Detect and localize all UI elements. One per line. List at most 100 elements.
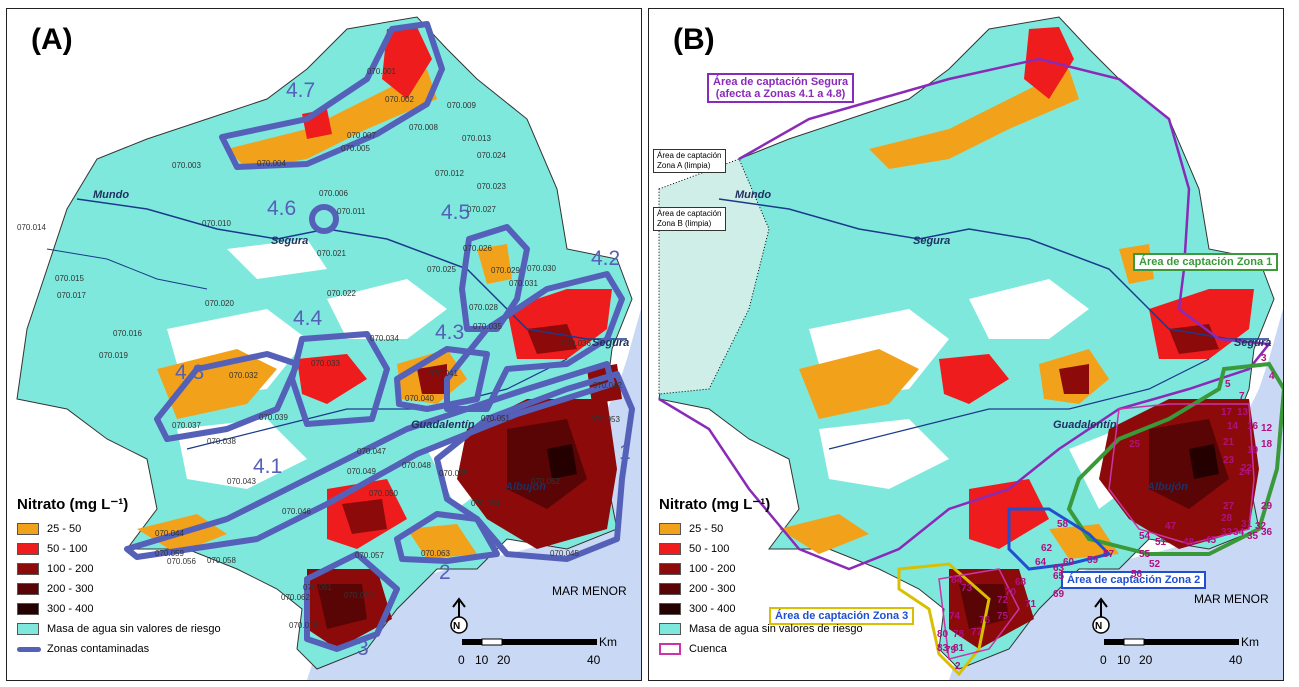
scale-tick: 40 [1229, 653, 1243, 667]
water-body-code: 070.028 [469, 303, 498, 312]
basin-number: 36 [1261, 527, 1273, 538]
map-panel-a: (A) 4.7 4.6 4.5 4.2 4.4 4.3 4.8 4.1 1 2 … [6, 8, 642, 681]
legend-label: 200 - 300 [689, 583, 736, 595]
water-body-code: 070.043 [227, 477, 256, 486]
river-line [718, 198, 1269, 340]
water-body-code: 070.023 [477, 182, 506, 191]
capture-label: Área de captación Segura (afecta a Zonas… [707, 73, 855, 103]
basin-number: 17 [1221, 407, 1233, 418]
legend-label: 100 - 200 [47, 563, 94, 575]
basin-number: 79 [945, 645, 957, 656]
nodata-area [177, 419, 307, 489]
water-body-code: 070.018 [289, 621, 318, 630]
legend-item: Cuenca [659, 639, 863, 659]
river-label: Segura [592, 337, 630, 349]
legend-item: Zonas contaminadas [17, 639, 221, 659]
basin-number: 7 [1239, 391, 1245, 402]
legend-label: Masa de agua sin valores de riesgo [689, 623, 863, 635]
river-label: Segura [1234, 337, 1272, 349]
scale-unit: Km [599, 635, 617, 649]
nitrate-area [317, 584, 367, 629]
water-body-code: 070.020 [205, 299, 234, 308]
nodata-area [969, 279, 1089, 339]
clean-capture-label: Área de captación Zona B (limpia) [653, 207, 726, 231]
zone-label: 4.8 [175, 361, 205, 384]
scale-tick: 10 [1117, 653, 1131, 667]
water-body-code: 070.006 [319, 189, 348, 198]
basin-number: 59 [1087, 555, 1099, 566]
water-body-code: 070.052 [531, 477, 560, 486]
panel-label: (B) [673, 23, 715, 56]
zone-outline-4-7 [219, 21, 445, 170]
legend-item: 200 - 300 [17, 579, 221, 599]
basin-number: 25 [1129, 439, 1141, 450]
nitrate-area [869, 69, 1079, 169]
basin-number: 4 [1269, 371, 1275, 382]
basin-number: 58 [1057, 519, 1069, 530]
basin-number: 60 [1063, 557, 1075, 568]
legend-title: Nitrato (mg L⁻¹) [659, 496, 771, 513]
water-body-code: 070.022 [327, 289, 356, 298]
river-line [46, 248, 208, 290]
basin-number: 2 [955, 661, 961, 672]
nitrate-area [227, 69, 437, 169]
water-body-code: 070.012 [435, 169, 464, 178]
basin-number: 81 [953, 643, 965, 654]
capture-label: Área de captación Zona 1 [1133, 253, 1279, 271]
nitrate-area [1189, 444, 1219, 479]
basin-number: 35 [1247, 531, 1259, 542]
nodata-area [819, 419, 949, 489]
nitrate-area [799, 349, 919, 419]
zone-label: 4.1 [253, 455, 283, 478]
water-body-code: 070.009 [447, 101, 476, 110]
basin-number: 3 [1261, 353, 1267, 364]
capture-outline-segura [658, 57, 1272, 571]
basin-number: 75 [997, 611, 1009, 622]
basin-number: 19 [1247, 445, 1259, 456]
legend-item: 300 - 400 [659, 599, 863, 619]
water-body-code: 070.048 [402, 461, 431, 470]
zone-outline-2 [394, 511, 500, 564]
water-body-code: 070.032 [229, 371, 258, 380]
basin-number: 83 [937, 643, 949, 654]
capture-label: Área de captación Zona 2 [1061, 571, 1207, 589]
water-body-code: 070.044 [155, 529, 184, 538]
water-body-code: 070.001 [367, 67, 396, 76]
legend-label: 100 - 200 [689, 563, 736, 575]
water-body-code: 070.059 [155, 549, 184, 558]
legend-swatch [659, 643, 681, 655]
water-body-code: 070.036 [562, 339, 591, 348]
north-label: N [1095, 621, 1103, 632]
river-label: Segura [271, 235, 309, 247]
basin-number: 33 [1221, 527, 1233, 538]
legend-swatch [17, 623, 39, 635]
water-body-code: 070.051 [481, 414, 510, 423]
scale-bar [462, 638, 597, 646]
legend-swatch [659, 523, 681, 535]
legend-swatch [659, 623, 681, 635]
legend-label: Zonas contaminadas [47, 643, 150, 655]
nitrate-area [382, 27, 432, 99]
nitrate-area [477, 244, 512, 284]
river-label: Albujón [1147, 481, 1188, 493]
basin-number: 63 [1053, 563, 1065, 574]
legend-item: Masa de agua sin valores de riesgo [659, 619, 863, 639]
nitrate-area [297, 354, 367, 404]
legend-item: 100 - 200 [17, 559, 221, 579]
water-body-code: 070.063 [421, 549, 450, 558]
nitrate-area [1149, 419, 1229, 509]
river-label: Mundo [93, 189, 130, 201]
basin-number: 29 [1261, 501, 1273, 512]
water-body-code: 070.033 [311, 359, 340, 368]
basin-number: 65 [1053, 571, 1065, 582]
cuenca-outline [1108, 403, 1255, 545]
water-body-code: 070.031 [509, 279, 538, 288]
river-label: Guadalentín [1053, 419, 1117, 431]
river-label: Mundo [735, 189, 772, 201]
sea-label: MAR MENOR [552, 584, 627, 598]
basin-number: 62 [1041, 543, 1053, 554]
water-body-code: 070.024 [477, 151, 506, 160]
nitrate-area [407, 524, 477, 559]
water-body-code: 070.015 [55, 274, 84, 283]
basin-number: 13 [1237, 407, 1249, 418]
